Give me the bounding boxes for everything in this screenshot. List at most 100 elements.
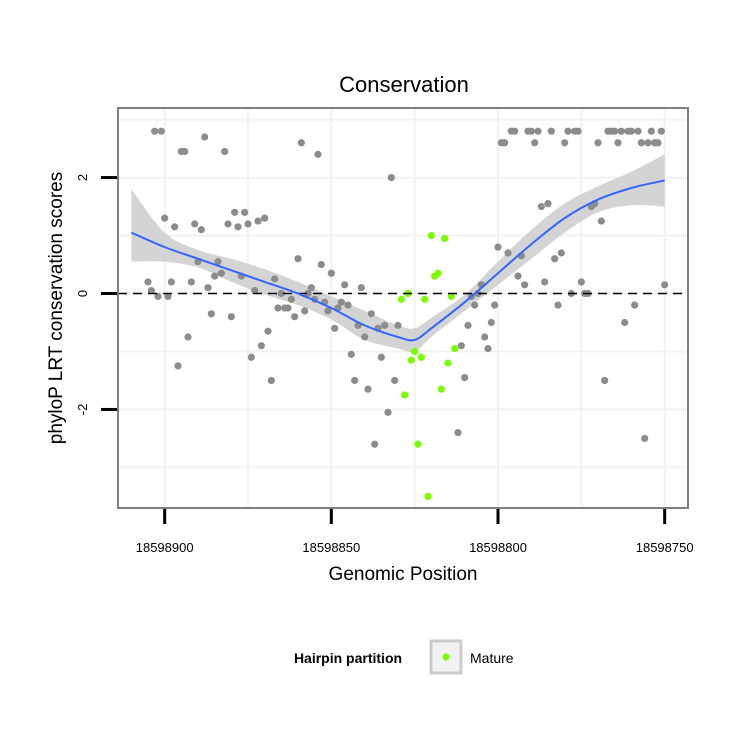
data-point-mature bbox=[444, 359, 452, 367]
data-point bbox=[331, 324, 339, 332]
data-point bbox=[454, 429, 462, 437]
legend-key-mature-dot bbox=[442, 653, 450, 661]
data-point bbox=[291, 313, 299, 321]
data-point bbox=[371, 440, 379, 448]
data-point bbox=[537, 202, 545, 211]
data-point bbox=[227, 313, 235, 321]
data-point bbox=[367, 310, 375, 318]
data-point bbox=[197, 226, 205, 234]
smooth-line bbox=[130, 179, 665, 342]
data-point bbox=[551, 255, 559, 263]
data-point bbox=[171, 223, 179, 231]
data-point bbox=[214, 258, 222, 266]
data-point bbox=[511, 127, 519, 135]
data-point bbox=[231, 208, 239, 216]
data-point bbox=[224, 220, 232, 228]
data-point bbox=[514, 272, 522, 280]
data-point bbox=[274, 304, 282, 312]
data-point bbox=[391, 376, 399, 385]
data-point bbox=[144, 278, 152, 286]
data-point bbox=[457, 342, 465, 350]
data-point bbox=[594, 139, 602, 147]
data-point bbox=[634, 127, 642, 135]
data-point bbox=[257, 342, 265, 350]
data-point bbox=[187, 278, 195, 286]
data-point bbox=[261, 214, 269, 222]
data-point bbox=[201, 133, 209, 141]
data-point-mature bbox=[437, 385, 445, 393]
data-point bbox=[234, 223, 242, 231]
data-point bbox=[484, 344, 492, 353]
y-tick-label: -2 bbox=[75, 404, 90, 416]
y-tick-label: 0 bbox=[75, 290, 90, 297]
data-point-mature bbox=[397, 295, 405, 303]
data-point bbox=[657, 127, 665, 135]
smooth-curve bbox=[130, 179, 665, 342]
data-point bbox=[161, 214, 169, 222]
data-point bbox=[184, 333, 192, 341]
data-point bbox=[647, 127, 655, 135]
data-point bbox=[301, 307, 309, 315]
y-axis: -2 0 2 bbox=[75, 174, 117, 415]
data-point bbox=[394, 321, 402, 329]
data-point bbox=[527, 127, 535, 135]
data-point bbox=[384, 408, 392, 416]
data-point bbox=[547, 127, 555, 135]
plot-panel bbox=[118, 108, 688, 508]
data-point bbox=[554, 301, 562, 309]
data-point bbox=[387, 173, 395, 182]
data-point bbox=[361, 333, 369, 341]
data-point-mature bbox=[417, 353, 425, 361]
data-point-mature bbox=[411, 347, 419, 356]
data-point bbox=[577, 278, 585, 286]
data-point bbox=[304, 289, 312, 298]
data-point bbox=[164, 292, 172, 301]
data-point bbox=[521, 281, 529, 289]
data-point bbox=[284, 304, 292, 312]
legend-label-mature: Mature bbox=[470, 650, 514, 666]
data-point bbox=[481, 333, 489, 341]
legend-title: Hairpin partition bbox=[294, 650, 402, 666]
data-point-mature bbox=[401, 391, 409, 399]
data-point bbox=[207, 310, 215, 318]
data-point bbox=[487, 318, 495, 327]
data-point bbox=[241, 208, 249, 216]
data-point bbox=[211, 272, 219, 280]
data-point bbox=[337, 298, 345, 306]
data-point bbox=[157, 127, 165, 135]
data-point bbox=[597, 217, 605, 225]
data-point bbox=[254, 217, 262, 225]
x-tick-label: 18598800 bbox=[469, 540, 527, 555]
data-point bbox=[541, 278, 549, 286]
data-point bbox=[151, 127, 159, 135]
data-point bbox=[461, 373, 469, 382]
data-point bbox=[641, 434, 649, 443]
data-point bbox=[314, 150, 322, 158]
data-point bbox=[504, 249, 512, 257]
grid-lines bbox=[118, 108, 688, 508]
data-point-mature bbox=[421, 295, 429, 303]
data-point bbox=[251, 287, 259, 295]
data-point bbox=[464, 321, 472, 329]
data-point bbox=[574, 127, 582, 135]
data-point bbox=[307, 284, 315, 292]
data-point bbox=[627, 127, 635, 135]
data-point bbox=[661, 281, 669, 289]
data-point bbox=[617, 127, 625, 135]
y-axis-title: phyloP LRT conservation scores bbox=[46, 172, 67, 445]
data-point bbox=[294, 255, 302, 263]
x-tick-label: 18598750 bbox=[636, 540, 694, 555]
data-point bbox=[347, 350, 355, 358]
data-point-mature bbox=[427, 231, 435, 240]
data-point bbox=[217, 269, 225, 277]
data-point bbox=[271, 275, 279, 283]
data-point bbox=[351, 376, 359, 385]
data-point bbox=[154, 292, 162, 301]
data-point bbox=[637, 139, 645, 147]
data-point-mature bbox=[424, 492, 432, 501]
data-point bbox=[531, 139, 539, 147]
data-point bbox=[267, 376, 275, 385]
data-point bbox=[287, 295, 295, 303]
data-point bbox=[611, 127, 619, 135]
